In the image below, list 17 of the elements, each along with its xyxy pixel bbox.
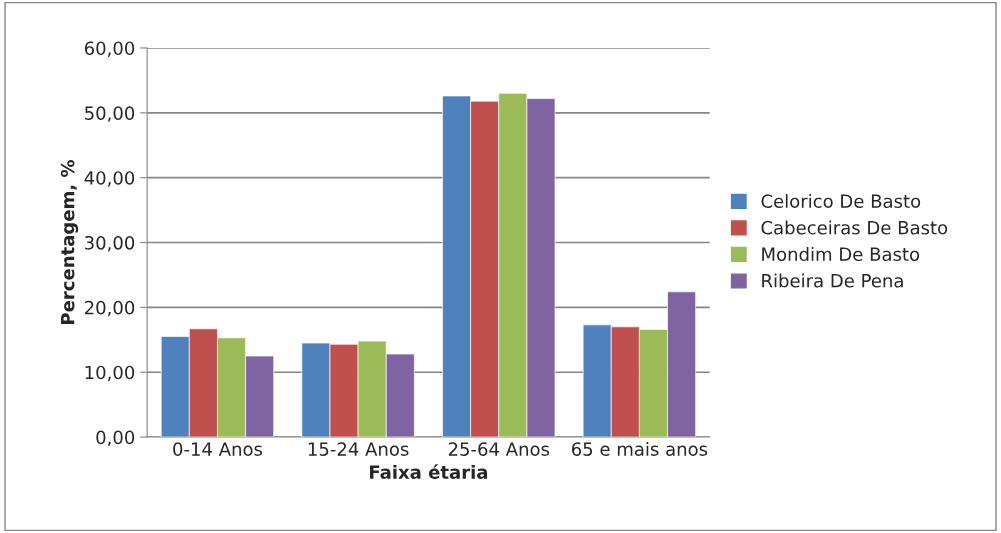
x-tick-label: 0-14 Anos — [173, 442, 263, 456]
x-axis-title: Faixa étaria — [370, 464, 488, 479]
x-tick-label: 15-24 Anos — [308, 442, 409, 456]
y-tick-label: 10,00 — [85, 365, 135, 382]
x-tick-label: 25-64 Anos — [448, 442, 550, 456]
legend-label: Celorico De Basto — [761, 194, 921, 208]
legend-label: Ribeira De Pena — [762, 273, 903, 288]
y-axis-title: Percentagem, % — [60, 159, 79, 324]
y-tick-label: 60,00 — [84, 41, 135, 57]
y-tick-label: 50,00 — [85, 106, 135, 122]
y-tick-label: 40,00 — [84, 171, 135, 187]
y-tick-label: 20,00 — [84, 300, 135, 317]
legend-label: Mondim De Basto — [762, 247, 920, 262]
legend-label: Cabeceiras De Basto — [761, 220, 948, 235]
y-tick-label: 0,00 — [96, 430, 135, 447]
y-tick-label: 30,00 — [85, 235, 135, 252]
x-tick-label: 65 e mais anos — [571, 441, 708, 456]
